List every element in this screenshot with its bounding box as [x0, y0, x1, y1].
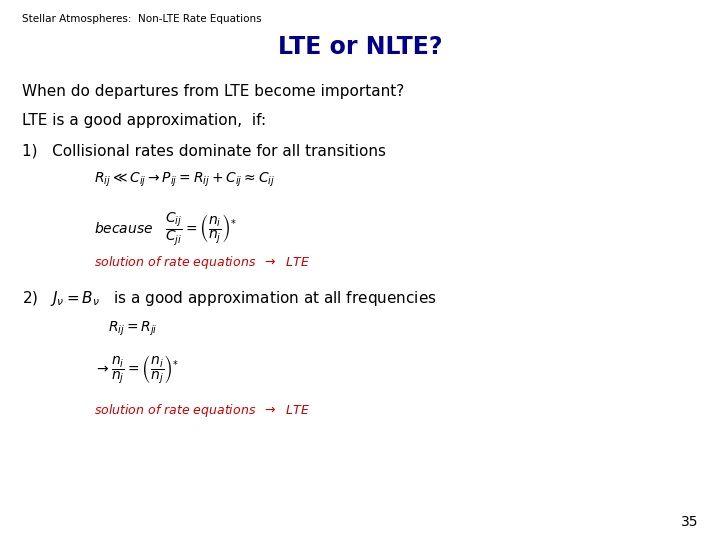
- Text: LTE is a good approximation,  if:: LTE is a good approximation, if:: [22, 113, 266, 129]
- Text: $R_{ij} = R_{ji}$: $R_{ij} = R_{ji}$: [108, 320, 158, 338]
- Text: 35: 35: [681, 515, 698, 529]
- Text: 2)   $J_\nu {=} B_\nu$   is a good approximation at all frequencies: 2) $J_\nu {=} B_\nu$ is a good approxima…: [22, 289, 436, 308]
- Text: $\rightarrow \dfrac{n_i}{n_j} = \left(\dfrac{n_i}{n_j}\right)^{*}$: $\rightarrow \dfrac{n_i}{n_j} = \left(\d…: [94, 354, 179, 387]
- Text: LTE or NLTE?: LTE or NLTE?: [278, 35, 442, 59]
- Text: Stellar Atmospheres:  Non-LTE Rate Equations: Stellar Atmospheres: Non-LTE Rate Equati…: [22, 14, 261, 24]
- Text: solution of rate equations  $\rightarrow$  LTE: solution of rate equations $\rightarrow$…: [94, 254, 310, 271]
- Text: $R_{ij} \ll C_{ij} \rightarrow P_{ij} = R_{ij} + C_{ij} \approx C_{ij}$: $R_{ij} \ll C_{ij} \rightarrow P_{ij} = …: [94, 171, 275, 190]
- Text: When do departures from LTE become important?: When do departures from LTE become impor…: [22, 84, 404, 99]
- Text: because   $\dfrac{C_{ij}}{C_{ji}} = \left(\dfrac{n_i}{n_j}\right)^{*}$: because $\dfrac{C_{ij}}{C_{ji}} = \left(…: [94, 211, 237, 248]
- Text: 1)   Collisional rates dominate for all transitions: 1) Collisional rates dominate for all tr…: [22, 143, 386, 158]
- Text: solution of rate equations  $\rightarrow$  LTE: solution of rate equations $\rightarrow$…: [94, 402, 310, 419]
